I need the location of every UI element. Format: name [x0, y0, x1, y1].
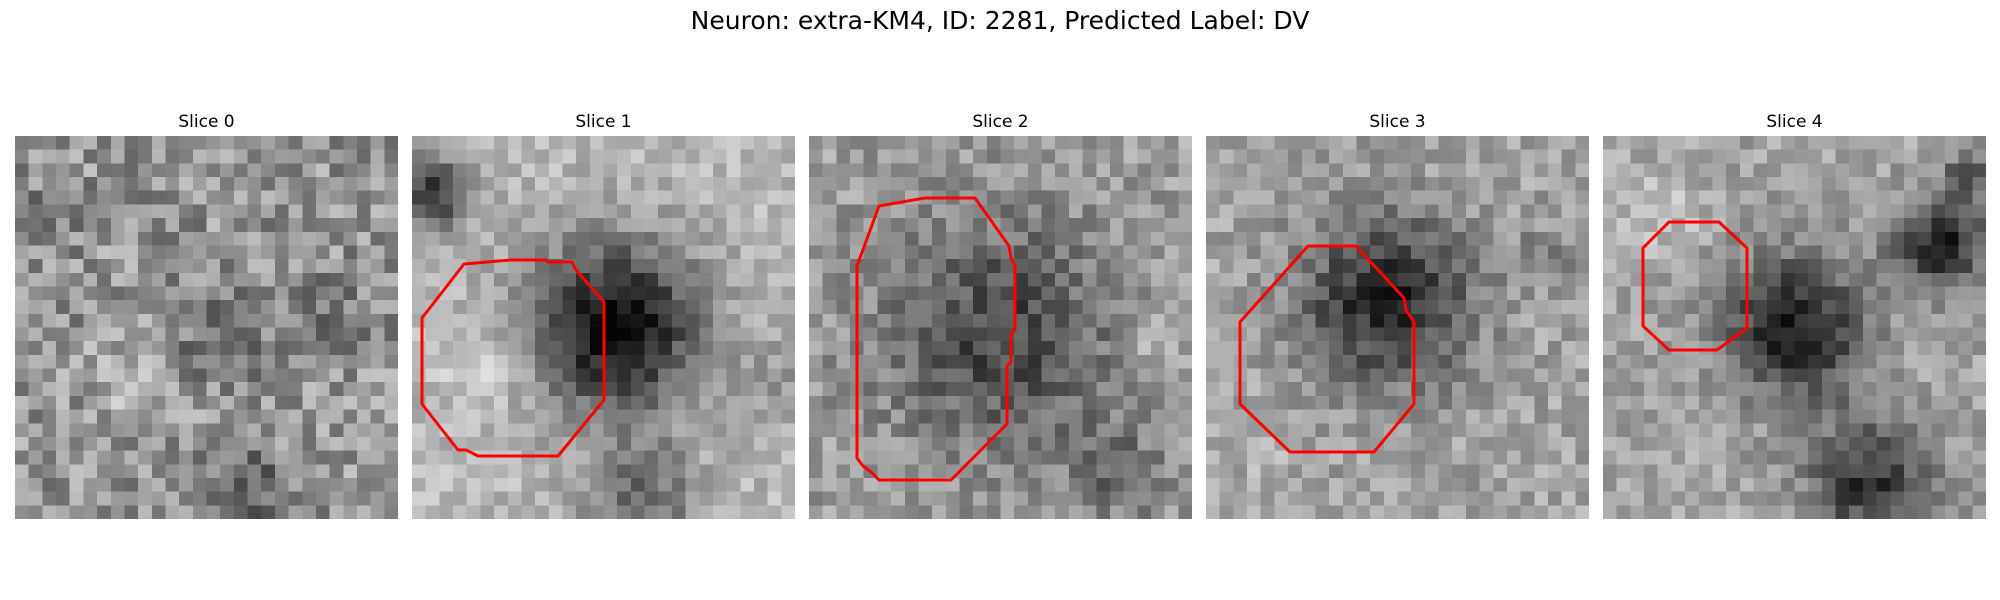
slice-image — [412, 136, 795, 519]
slice-title: Slice 3 — [1369, 112, 1426, 132]
slice-panel-4: Slice 4 — [1603, 108, 1986, 519]
slice-title: Slice 4 — [1766, 112, 1823, 132]
slice-panel-2: Slice 2 — [809, 108, 1192, 519]
roi-contour — [1238, 244, 1416, 454]
slice-title: Slice 2 — [972, 112, 1029, 132]
micrograph-image — [1603, 136, 1986, 519]
roi-contour — [420, 258, 606, 458]
slice-panel-0: Slice 0 — [15, 108, 398, 519]
slice-image — [809, 136, 1192, 519]
micrograph-image — [15, 136, 398, 519]
micrograph-image — [412, 136, 795, 519]
figure-title: Neuron: extra-KM4, ID: 2281, Predicted L… — [690, 6, 1310, 35]
slice-image — [1603, 136, 1986, 519]
slice-panel-1: Slice 1 — [412, 108, 795, 519]
micrograph-image — [1206, 136, 1589, 519]
slice-title: Slice 0 — [178, 112, 235, 132]
roi-contour — [855, 196, 1017, 482]
slice-image — [1206, 136, 1589, 519]
roi-contour — [1641, 220, 1749, 352]
micrograph-image — [809, 136, 1192, 519]
slice-panel-3: Slice 3 — [1206, 108, 1589, 519]
slice-image — [15, 136, 398, 519]
slice-title: Slice 1 — [575, 112, 632, 132]
